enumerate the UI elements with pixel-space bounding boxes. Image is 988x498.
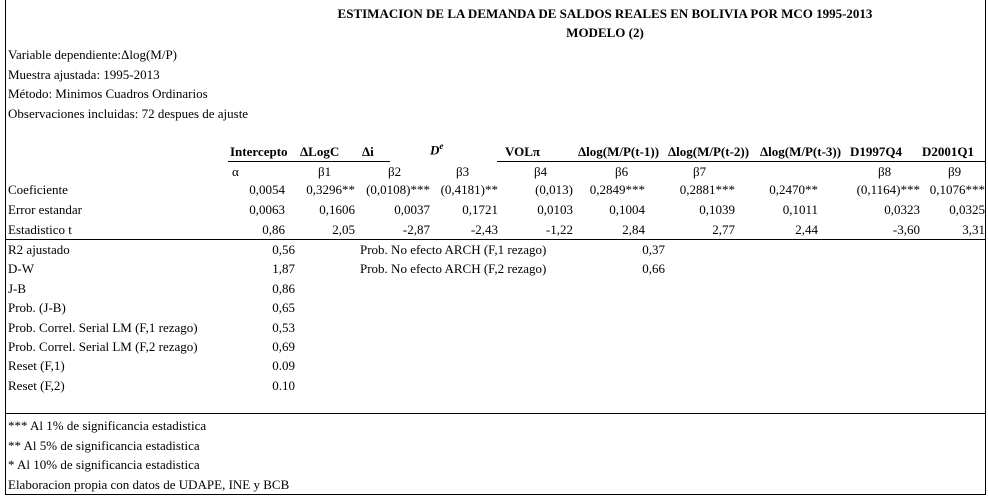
stat-value: 0.09 [272,358,295,374]
cell: 0,3296** [306,182,355,197]
cell: 0,1606 [319,202,355,217]
arch-label: Prob. No efecto ARCH (F,1 rezago) [360,242,547,257]
note: *** Al 1% de significancia estadistica [8,418,207,433]
cell: (0,1164)*** [856,182,920,197]
column-header: Δi [362,144,374,159]
column-header: D1997Q4 [850,144,902,159]
row-label: Coeficiente [8,182,68,197]
cell: 0,1004 [609,202,645,217]
cell: -2,43 [470,222,498,237]
header-rule [497,161,985,162]
stat-label: R2 ajustado [8,242,70,257]
cell: -1,22 [545,222,573,237]
stat-label: Reset (F,1) [8,358,65,374]
cell: 2,44 [795,222,818,237]
arch-value: 0,37 [642,242,665,257]
column-header: Intercepto [230,144,288,159]
title: ESTIMACION DE LA DEMANDA DE SALDOS REALE… [337,6,873,21]
stat-label: Prob. (J-B) [8,300,66,316]
cell: 0,1039 [699,202,735,217]
cell: 0,0054 [249,182,285,197]
stat-value: 1,87 [272,261,295,277]
cell: 3,31 [962,222,985,237]
arch-label: Prob. No efecto ARCH (F,2 rezago) [360,261,547,277]
notes-rule [5,413,985,414]
cell: 0,86 [262,222,285,237]
column-header: De [430,141,444,158]
stat-value: 0,65 [272,300,295,316]
column-symbol: β3 [456,164,470,179]
cell: 0,2470** [769,182,818,197]
table-rule [5,239,985,240]
row-label: Error estandar [8,202,82,217]
cell: 0,0103 [537,202,573,217]
note: ** Al 5% de significancia estadistica [8,437,200,453]
cell: -3,60 [892,222,920,237]
column-symbol: β6 [615,164,629,179]
info-line: Variable dependiente:Δlog(M/P) [8,47,178,62]
note: Elaboracion propia con datos de UDAPE, I… [8,476,290,492]
note: * Al 10% de significancia estadistica [8,457,200,472]
info-line: Observaciones incluidas: 72 despues de a… [8,105,249,121]
cell: 2,05 [332,222,355,237]
cell: 0,2881*** [679,182,735,197]
column-symbol: β7 [693,164,707,179]
row-label: Estadistico t [8,222,72,237]
stat-value: 0.10 [272,377,295,393]
stat-label: Prob. Correl. Serial LM (F,1 rezago) [8,319,198,335]
info-line: Muestra ajustada: 1995-2013 [8,66,160,82]
column-symbol: β9 [948,164,962,179]
column-symbol: α [232,164,239,179]
border-bottom [5,494,985,495]
info-line: Método: Minimos Cuadros Ordinarios [8,86,208,101]
header-superscript: e [439,141,444,151]
column-header: Δlog(M/P(t-1)) [578,144,660,159]
column-symbol: β1 [318,164,332,179]
cell: 0,0325 [949,202,985,217]
subtitle: MODELO (2) [566,25,644,40]
cell: 2,77 [712,222,735,237]
column-symbol: β4 [534,164,548,179]
cell: (0,013) [535,182,573,197]
column-header: D2001Q1 [922,144,974,159]
stat-value: 0,53 [272,319,295,335]
cell: 0,1011 [782,202,818,217]
cell: (0,0108)*** [366,182,430,197]
cell: -2,87 [402,222,430,237]
column-symbol: β2 [388,164,402,179]
stat-label: D-W [8,261,34,277]
cell: 0,2849*** [589,182,645,197]
column-header: Δlog(M/P(t-3)) [760,144,842,159]
header-rule [228,161,390,162]
column-header: VOLπ [505,144,541,159]
cell: 0,0323 [884,202,920,217]
cell: (0,4181)** [440,182,498,197]
border-right [985,0,986,495]
arch-value: 0,66 [642,261,665,277]
stat-value: 0,69 [272,339,295,354]
stat-label: Prob. Correl. Serial LM (F,2 rezago) [8,339,198,354]
stat-value: 0,56 [272,242,295,257]
cell: 2,84 [622,222,645,237]
cell: 0,1076*** [929,182,985,197]
column-header: ΔLogC [300,144,340,159]
border-left [5,0,6,495]
cell: 0,0037 [394,202,430,217]
stat-value: 0,86 [272,280,295,296]
cell: 0,1721 [462,202,498,217]
column-header: Δlog(M/P(t-2)) [668,144,750,159]
stat-label: J-B [8,280,27,296]
cell: 0,0063 [249,202,285,217]
stat-label: Reset (F,2) [8,377,65,393]
column-symbol: β8 [878,164,892,179]
